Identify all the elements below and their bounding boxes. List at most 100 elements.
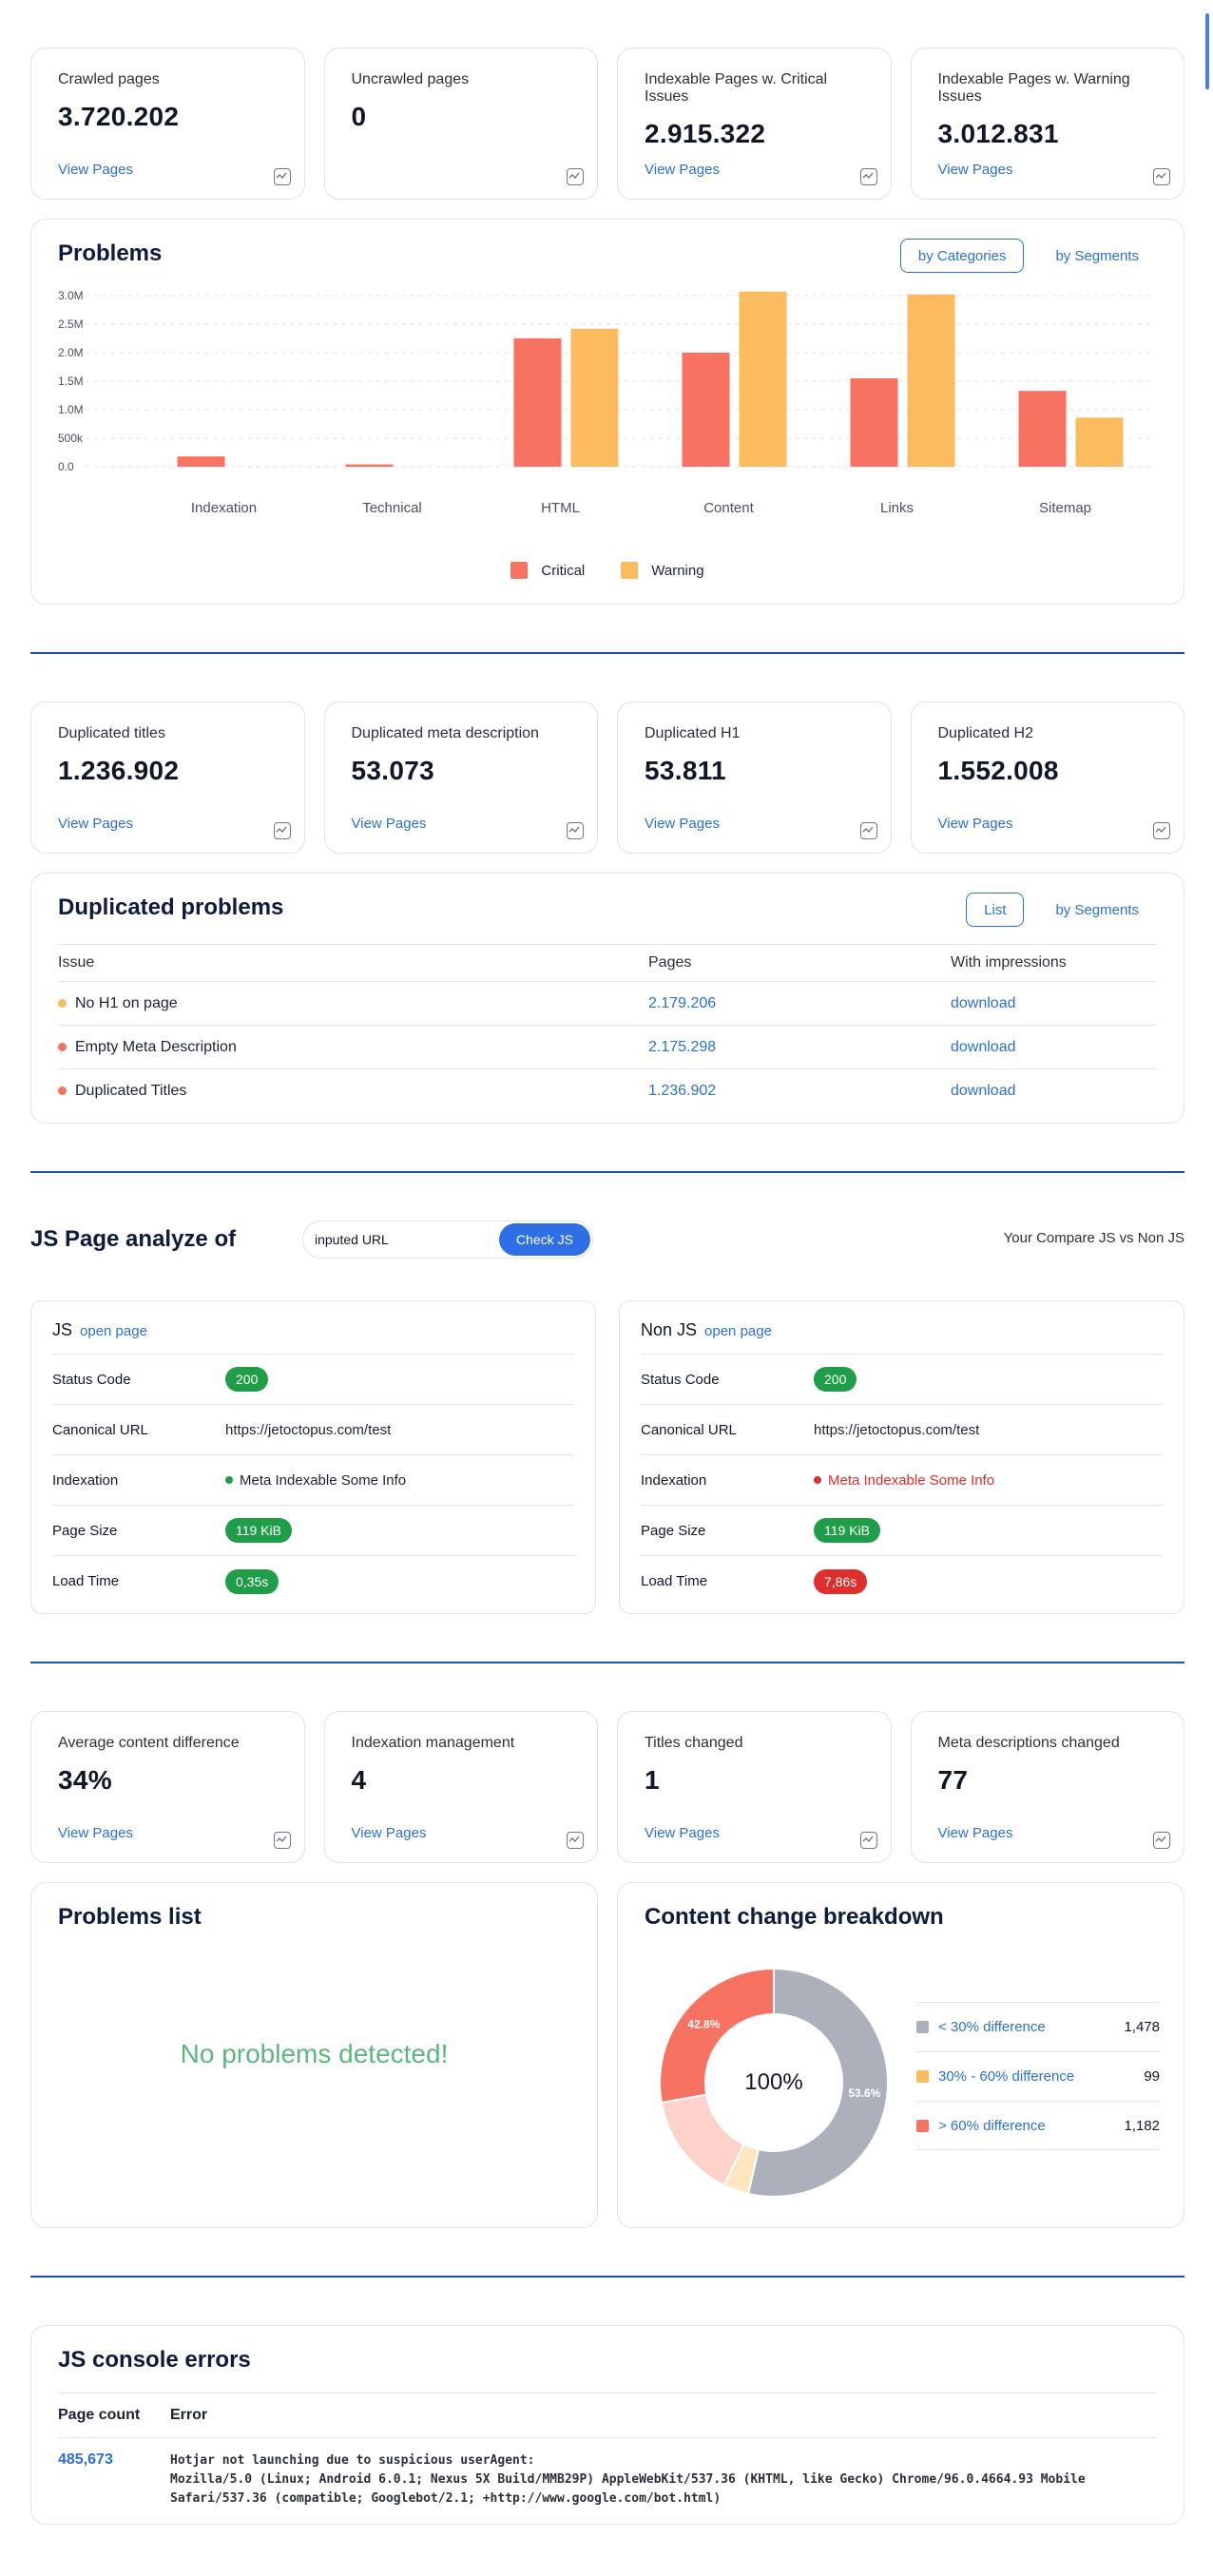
bar-critical <box>345 464 394 467</box>
bar-warning <box>1075 417 1124 467</box>
stat-card-uncrawled: Uncrawled pages 0 <box>323 48 598 200</box>
view-pages-link[interactable]: View Pages <box>58 1825 133 1841</box>
view-pages-link[interactable]: View Pages <box>58 816 133 832</box>
breakdown-title: Content change breakdown <box>645 1904 944 1930</box>
y-tick-label: 0.0 <box>58 460 74 473</box>
y-tick-label: 1.0M <box>58 403 84 416</box>
dup-problems-title: Duplicated problems <box>58 894 284 920</box>
table-header-row: Issue Pages With impressions <box>58 944 1157 982</box>
download-link[interactable]: download <box>951 1082 1016 1099</box>
js-panel: JS open page Status Code 200 Canonical URL… <box>30 1300 596 1614</box>
toggle-by-segments[interactable]: by Segments <box>1055 901 1139 918</box>
donut-slice[interactable] <box>660 2093 745 2187</box>
x-tick-label: Content <box>703 500 754 516</box>
chart-icon[interactable] <box>859 1832 877 1849</box>
row-label: Indexation <box>641 1471 707 1489</box>
chart-icon[interactable] <box>273 1832 291 1849</box>
js-panel-header: Non JS open page <box>641 1320 1163 1355</box>
view-pages-link[interactable]: View Pages <box>937 816 1013 832</box>
download-link[interactable]: download <box>951 1025 1157 1069</box>
status-dot <box>58 1086 67 1096</box>
pages-link[interactable]: 1.236.902 <box>648 1082 717 1099</box>
stat-title: Titles changed <box>645 1735 743 1751</box>
stat-card-meta-changed: Meta descriptions changed 77 View Pages <box>910 1711 1184 1863</box>
stat-value: 3.012.831 <box>937 119 1059 148</box>
indexation-row: Indexation Meta Indexable Some Info <box>641 1455 1163 1506</box>
canonical-row: Canonical URL https://jetoctopus.com/test <box>641 1405 1163 1455</box>
status-code-row: Status Code 200 <box>641 1355 1163 1405</box>
open-page-link[interactable]: open page <box>80 1323 147 1339</box>
js-panel-header: JS open page <box>52 1320 574 1355</box>
download-link[interactable]: download <box>951 981 1157 1026</box>
diff-stats-row: Average content difference 34% View Page… <box>30 1711 1184 1863</box>
chart-icon[interactable] <box>859 168 877 185</box>
chart-icon[interactable] <box>859 822 877 839</box>
scrollbar-thumb[interactable] <box>1205 13 1209 89</box>
canonical-url: https://jetoctopus.com/test <box>225 1421 392 1438</box>
check-js-button[interactable]: Check JS <box>499 1223 590 1256</box>
status-badge: 200 <box>814 1367 857 1392</box>
view-pages-link[interactable]: View Pages <box>937 162 1013 178</box>
chart-icon[interactable] <box>567 1832 584 1849</box>
canonical-row: Canonical URL https://jetoctopus.com/test <box>52 1405 574 1455</box>
row-label: Canonical URL <box>641 1421 737 1438</box>
donut-slice[interactable] <box>746 1967 890 2198</box>
view-pages-link[interactable]: View Pages <box>351 1825 427 1841</box>
view-pages-link[interactable]: View Pages <box>58 162 133 178</box>
url-input[interactable] <box>315 1232 495 1247</box>
view-pages-link[interactable]: View Pages <box>645 816 720 832</box>
row-label: Indexation <box>52 1471 119 1489</box>
section-divider <box>30 2276 1184 2278</box>
stat-value: 3.720.202 <box>58 102 180 131</box>
chart-icon[interactable] <box>273 168 291 185</box>
legend-row[interactable]: < 30% difference 1,478 <box>916 2002 1160 2051</box>
section-divider <box>30 1171 1184 1173</box>
stat-title: Indexation management <box>351 1735 515 1751</box>
chart-icon[interactable] <box>1153 168 1170 185</box>
pages-link[interactable]: 2.179.206 <box>648 981 951 1026</box>
section-divider <box>30 652 1184 654</box>
stat-value: 53.073 <box>351 756 434 785</box>
view-pages-link[interactable]: View Pages <box>351 816 427 832</box>
chart-icon[interactable] <box>1153 1832 1170 1849</box>
stat-value: 4 <box>351 1765 367 1795</box>
stat-value: 53.811 <box>645 756 726 785</box>
toggle-list[interactable]: List <box>966 893 1025 927</box>
donut-slice-label: 53.6% <box>848 2086 880 2100</box>
donut-slice[interactable] <box>659 1967 775 2105</box>
stat-card-titles-changed: Titles changed 1 View Pages <box>617 1711 892 1863</box>
chart-icon[interactable] <box>567 168 584 185</box>
indexation-value: Meta Indexable Some Info <box>240 1471 407 1489</box>
toggle-by-segments[interactable]: by Segments <box>1055 247 1139 264</box>
legend-swatch <box>916 2070 929 2083</box>
dup-problems-toggle: List by Segments <box>966 893 1157 927</box>
row-label: Page Size <box>52 1522 118 1539</box>
stat-title: Crawled pages <box>58 71 160 87</box>
chart-icon[interactable] <box>567 822 584 839</box>
view-pages-link[interactable]: View Pages <box>645 1825 720 1841</box>
toggle-by-categories[interactable]: by Categories <box>899 239 1025 273</box>
legend-item-warning[interactable]: Warning <box>621 562 704 579</box>
stat-value: 1 <box>645 1765 660 1795</box>
status-dot <box>58 998 67 1008</box>
page-size-row: Page Size 119 KiB <box>52 1506 574 1556</box>
stat-title: Indexable Pages w. Critical Issues <box>645 71 828 105</box>
y-tick-label: 2.5M <box>58 317 84 331</box>
legend-row[interactable]: 30% - 60% difference 99 <box>916 2051 1160 2101</box>
issue-label: Duplicated Titles <box>75 1082 187 1099</box>
view-pages-link[interactable]: View Pages <box>937 1825 1013 1841</box>
js-analyze-title: JS Page analyze of <box>30 1226 237 1252</box>
stat-value: 77 <box>937 1765 969 1795</box>
open-page-link[interactable]: open page <box>704 1323 772 1339</box>
page-count-link[interactable]: 485,673 <box>58 2451 113 2468</box>
chart-icon[interactable] <box>1153 822 1170 839</box>
stat-value: 0 <box>351 102 367 131</box>
view-pages-link[interactable]: View Pages <box>645 162 720 178</box>
legend-row[interactable]: > 60% difference 1,182 <box>916 2101 1160 2150</box>
console-errors-title: JS console errors <box>58 2347 251 2373</box>
page-size-row: Page Size 119 KiB <box>641 1506 1163 1556</box>
legend-item-critical[interactable]: Critical <box>510 562 585 579</box>
chart-icon[interactable] <box>273 822 291 839</box>
stat-value: 34% <box>58 1765 112 1795</box>
pages-link[interactable]: 2.175.298 <box>648 1025 951 1069</box>
